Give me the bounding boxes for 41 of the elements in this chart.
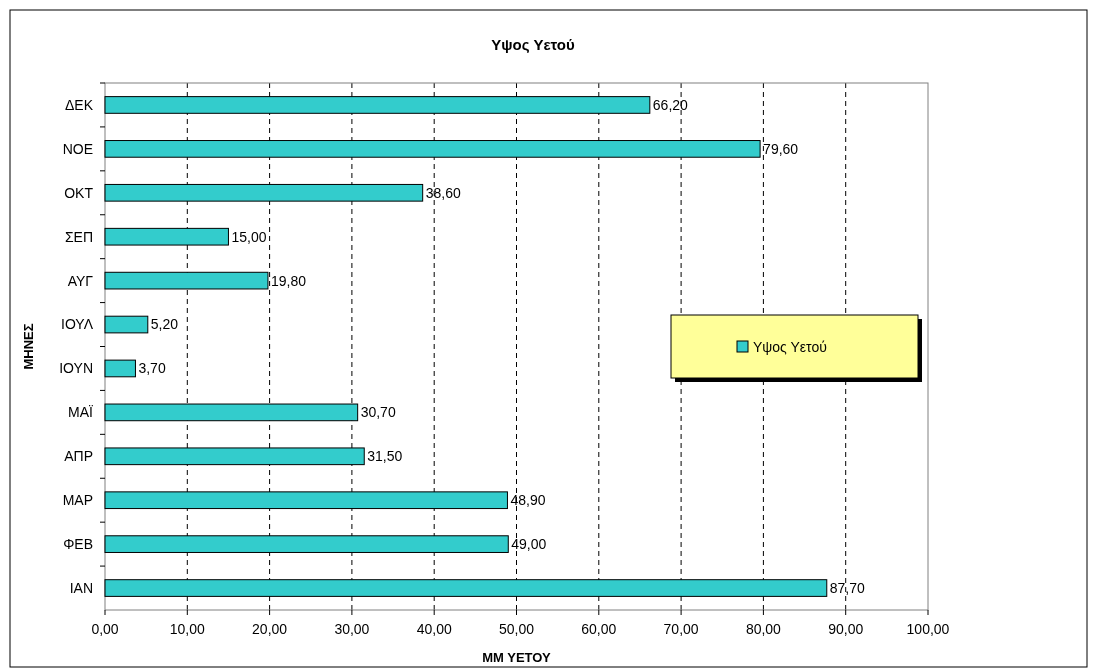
data-label: 48,90 xyxy=(510,492,546,509)
y-axis-title: ΜΗΝΕΣ xyxy=(21,323,36,370)
y-tick-label: ΝΟΕ xyxy=(62,140,93,157)
data-label: 3,70 xyxy=(138,360,166,377)
chart-title: Υψος Υετού xyxy=(491,36,575,53)
data-label: 38,60 xyxy=(425,184,461,201)
x-tick-label: 90,00 xyxy=(828,621,864,637)
data-label: 49,00 xyxy=(511,536,547,553)
x-tick-label: 30,00 xyxy=(334,621,370,637)
x-tick-label: 100,00 xyxy=(906,621,950,637)
bar xyxy=(104,315,149,334)
y-tick-label: ΦΕΒ xyxy=(63,536,93,553)
legend-label: Υψος Υετού xyxy=(753,338,827,355)
y-tick-label: ΜΑΡ xyxy=(62,492,93,509)
data-label: 19,80 xyxy=(270,272,307,289)
x-tick-label: 70,00 xyxy=(663,621,699,637)
bar xyxy=(104,359,136,378)
y-tick-label: ΙΑΝ xyxy=(69,579,93,596)
x-axis-title: ΜΜ ΥΕΤΟΥ xyxy=(482,650,552,665)
data-label: 66,20 xyxy=(652,96,689,113)
y-tick-label: ΙΟΥΝ xyxy=(59,360,93,377)
x-tick-label: 0,00 xyxy=(91,621,119,637)
x-tick-label: 20,00 xyxy=(252,621,288,637)
x-tick-label: 60,00 xyxy=(581,621,617,637)
x-tick-label: 80,00 xyxy=(745,621,782,637)
data-label: 87,70 xyxy=(829,579,866,596)
y-tick-label: ΑΥΓ xyxy=(67,272,94,289)
y-tick-label: ΟΚΤ xyxy=(64,184,94,201)
y-tick-label: ΜΑΪ xyxy=(68,404,94,421)
y-tick-label: ΔΕΚ xyxy=(64,96,94,113)
data-label: 30,70 xyxy=(360,404,396,421)
y-tick-label: ΑΠΡ xyxy=(64,448,93,465)
data-label: 79,60 xyxy=(763,140,799,157)
data-label: 15,00 xyxy=(231,228,267,245)
y-tick-label: ΙΟΥΛ xyxy=(61,316,94,333)
x-tick-label: 40,00 xyxy=(416,621,452,637)
y-tick-label: ΣΕΠ xyxy=(64,228,93,245)
x-tick-label: 50,00 xyxy=(498,621,535,637)
x-tick-label: 10,00 xyxy=(169,621,206,637)
data-label: 5,20 xyxy=(150,316,179,333)
data-label: 31,50 xyxy=(367,448,403,465)
